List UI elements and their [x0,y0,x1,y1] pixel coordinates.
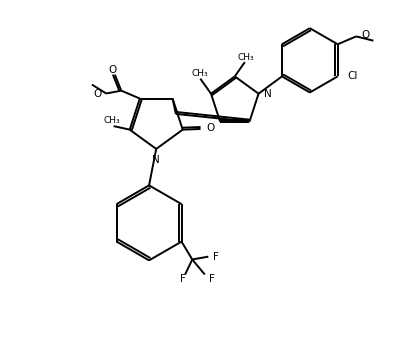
Text: N: N [264,89,271,99]
Text: O: O [361,30,369,40]
Text: F: F [209,274,215,284]
Text: O: O [93,89,102,99]
Text: O: O [108,65,116,75]
Text: O: O [206,123,214,133]
Text: N: N [152,155,160,165]
Text: CH₃: CH₃ [103,116,120,125]
Text: F: F [213,252,218,262]
Text: Cl: Cl [348,71,358,81]
Text: F: F [181,274,186,284]
Text: CH₃: CH₃ [237,53,254,62]
Text: CH₃: CH₃ [191,69,208,78]
